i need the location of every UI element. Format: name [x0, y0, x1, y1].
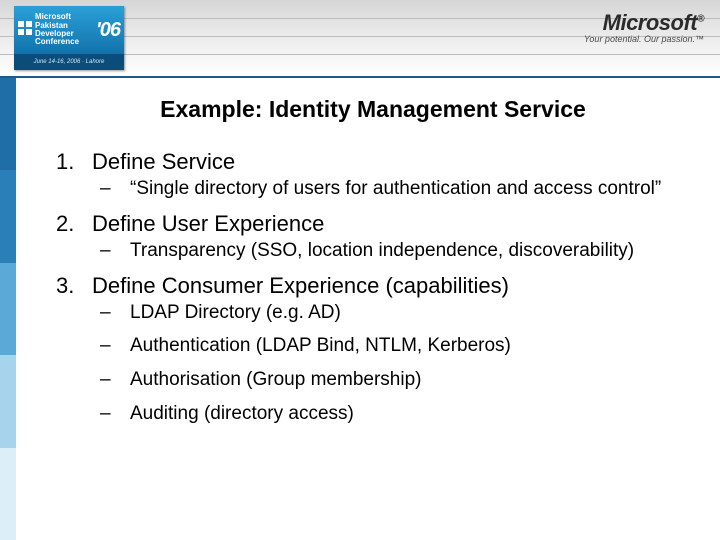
list-item-3: 3. Define Consumer Experience (capabilit… [56, 273, 690, 299]
dash-icon: – [100, 301, 112, 325]
list-item-2: 2. Define User Experience [56, 211, 690, 237]
list-text: Define Consumer Experience (capabilities… [92, 273, 509, 299]
accent-seg [0, 263, 16, 355]
sub-text: Authorisation (Group membership) [130, 368, 421, 392]
accent-seg [0, 448, 16, 540]
logo-tagline: Your potential. Our passion.™ [584, 34, 704, 44]
conference-badge: Microsoft Pakistan Developer Conference … [14, 6, 124, 70]
badge-top: Microsoft Pakistan Developer Conference … [14, 6, 124, 54]
dash-icon: – [100, 334, 112, 358]
list-sub-item: – LDAP Directory (e.g. AD) [100, 301, 690, 325]
microsoft-logo: Microsoft® Your potential. Our passion.™ [584, 10, 704, 44]
sub-text: Transparency (SSO, location independence… [130, 239, 634, 263]
slide-header: Microsoft Pakistan Developer Conference … [0, 0, 720, 78]
sub-text: “Single directory of users for authentic… [130, 177, 661, 201]
badge-subtitle: June 14-16, 2006 · Lahore [14, 54, 124, 70]
list-sub-item: – Auditing (directory access) [100, 402, 690, 426]
list-item-1: 1. Define Service [56, 149, 690, 175]
list-number: 2. [56, 211, 82, 237]
list-sub-item: – Authorisation (Group membership) [100, 368, 690, 392]
sub-text: LDAP Directory (e.g. AD) [130, 301, 341, 325]
list-sub-item: – “Single directory of users for authent… [100, 177, 690, 201]
list-text: Define Service [92, 149, 235, 175]
slide-title: Example: Identity Management Service [56, 96, 690, 123]
list-text: Define User Experience [92, 211, 324, 237]
list-number: 3. [56, 273, 82, 299]
slide-content: Example: Identity Management Service 1. … [0, 78, 720, 446]
dash-icon: – [100, 177, 112, 201]
list-sub-item: – Transparency (SSO, location independen… [100, 239, 690, 263]
dash-icon: – [100, 239, 112, 263]
ms-flag-icon [18, 21, 32, 40]
accent-seg [0, 170, 16, 262]
list-sub-item: – Authentication (LDAP Bind, NTLM, Kerbe… [100, 334, 690, 358]
sub-text: Auditing (directory access) [130, 402, 354, 426]
dash-icon: – [100, 402, 112, 426]
logo-brand: Microsoft® [584, 10, 704, 36]
badge-year: '06 [96, 19, 120, 42]
side-accent [0, 78, 16, 540]
accent-seg [0, 355, 16, 447]
list-number: 1. [56, 149, 82, 175]
sub-text: Authentication (LDAP Bind, NTLM, Kerbero… [130, 334, 511, 358]
badge-event-text: Microsoft Pakistan Developer Conference [35, 13, 79, 47]
dash-icon: – [100, 368, 112, 392]
accent-seg [0, 78, 16, 170]
